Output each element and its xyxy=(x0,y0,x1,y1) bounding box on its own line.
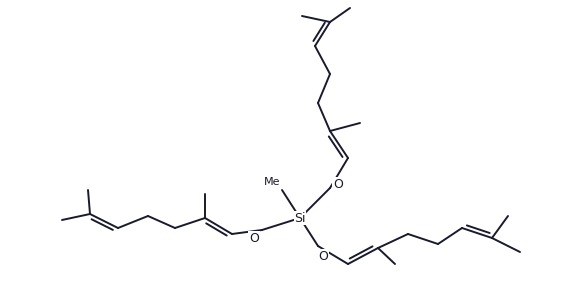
Text: O: O xyxy=(333,177,343,191)
Text: O: O xyxy=(249,232,259,244)
Text: O: O xyxy=(318,249,328,263)
Text: Si: Si xyxy=(294,211,306,225)
Text: Me: Me xyxy=(264,177,280,187)
